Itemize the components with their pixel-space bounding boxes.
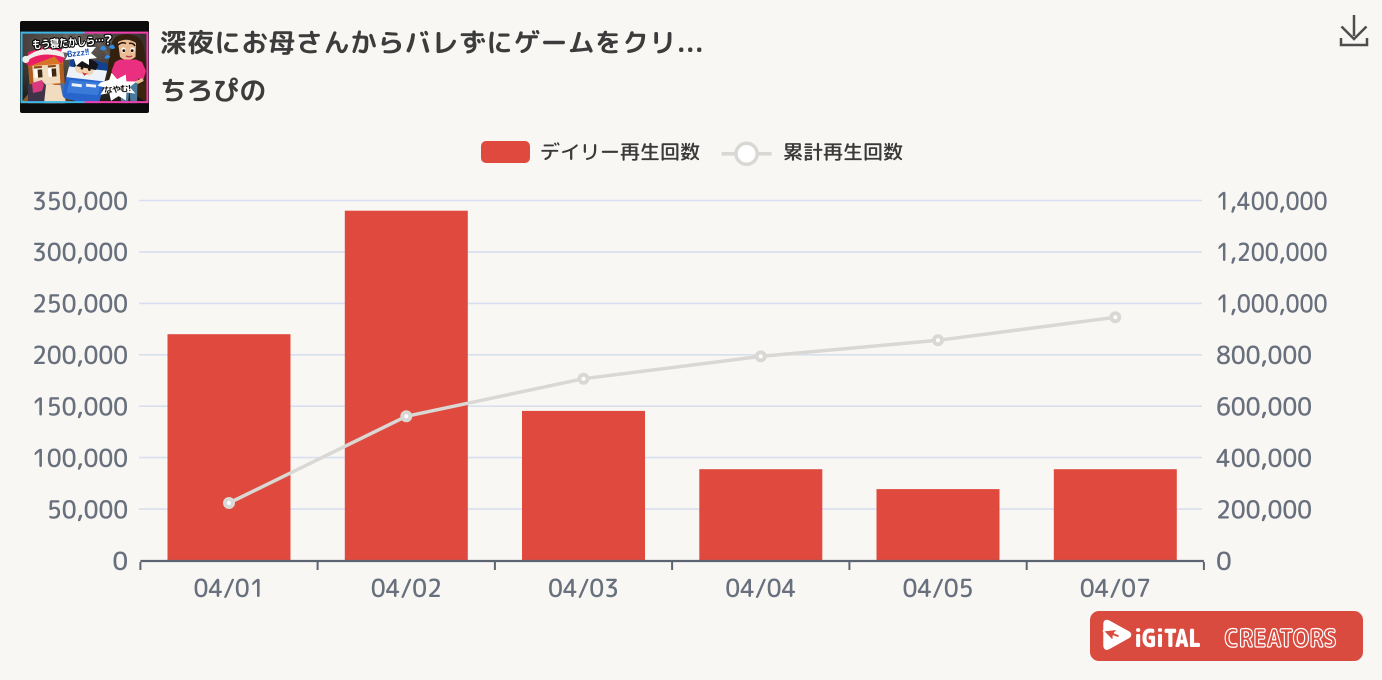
svg-text:iGiTAL: iGiTAL	[1134, 621, 1200, 655]
svg-text:400,000: 400,000	[1216, 440, 1312, 475]
svg-text:600,000: 600,000	[1216, 389, 1312, 424]
svg-text:50,000: 50,000	[47, 491, 128, 526]
svg-text:CREATORS: CREATORS	[1224, 619, 1336, 655]
svg-text:04/03: 04/03	[548, 570, 619, 605]
svg-text:100,000: 100,000	[32, 440, 128, 475]
svg-text:200,000: 200,000	[1216, 491, 1312, 526]
svg-text:1,200,000: 1,200,000	[1216, 234, 1328, 269]
svg-text:Bzzz!!: Bzzz!!	[66, 45, 90, 60]
svg-text:04/07: 04/07	[1080, 570, 1151, 605]
svg-text:なやむ!: なやむ!	[104, 82, 132, 96]
svg-text:1,000,000: 1,000,000	[1216, 286, 1328, 321]
svg-text:1,400,000: 1,400,000	[1216, 183, 1328, 218]
svg-text:?: ?	[103, 31, 113, 50]
svg-text:800,000: 800,000	[1216, 337, 1312, 372]
svg-text:0: 0	[112, 543, 128, 578]
svg-text:04/04: 04/04	[725, 570, 796, 605]
svg-text:200,000: 200,000	[32, 337, 128, 372]
svg-text:300,000: 300,000	[32, 234, 128, 269]
svg-text:04/01: 04/01	[194, 570, 265, 605]
svg-text:150,000: 150,000	[32, 389, 128, 424]
svg-text:0: 0	[1216, 543, 1232, 578]
svg-text:350,000: 350,000	[32, 183, 128, 218]
svg-text:250,000: 250,000	[32, 286, 128, 321]
svg-text:04/02: 04/02	[371, 570, 442, 605]
svg-text:もう寝たかしら…: もう寝たかしら…	[32, 31, 105, 52]
svg-text:04/05: 04/05	[903, 570, 974, 605]
